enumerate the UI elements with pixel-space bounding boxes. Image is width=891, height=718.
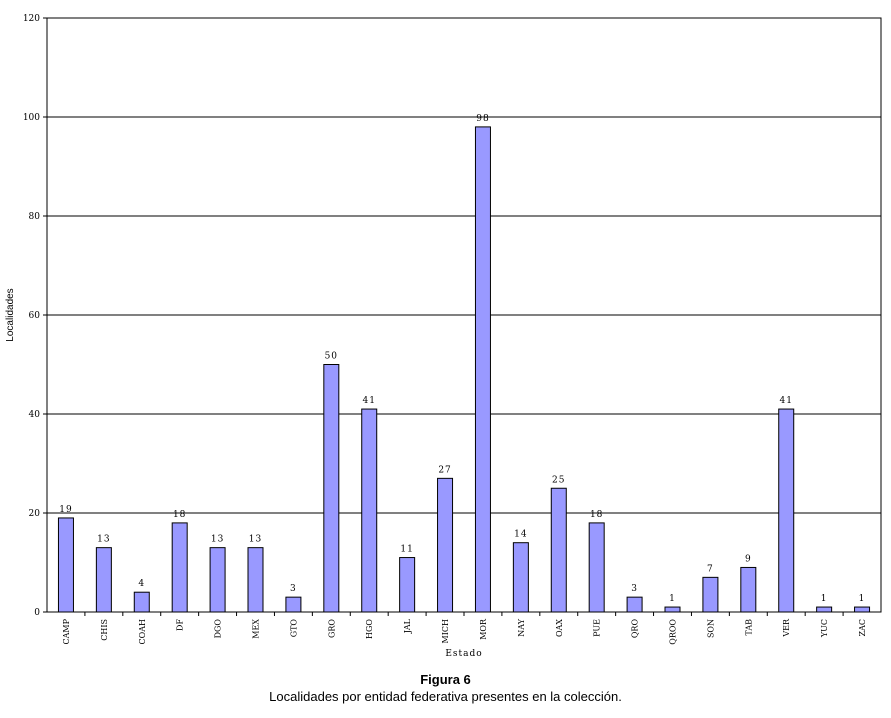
bar — [550, 487, 567, 613]
bar — [361, 408, 378, 613]
data-label: 7 — [707, 564, 714, 574]
data-label: 41 — [363, 396, 376, 406]
axes — [43, 17, 882, 616]
data-label: 18 — [590, 510, 603, 520]
data-label: 1 — [669, 594, 676, 604]
bar — [399, 557, 416, 613]
data-label: 3 — [290, 584, 297, 594]
x-tick-label: HGO — [365, 619, 374, 639]
data-label: 11 — [400, 545, 413, 555]
y-tick-label: 120 — [23, 14, 40, 24]
data-label: 14 — [514, 530, 527, 540]
x-tick-label: COAH — [138, 619, 147, 644]
x-tick-label: GRO — [327, 619, 336, 638]
x-tick-label: JAL — [403, 618, 412, 634]
x-tick-label: CHIS — [100, 619, 109, 641]
y-tick-label: 0 — [34, 608, 40, 618]
data-label: 50 — [325, 352, 338, 362]
y-axis-label: Localidades — [5, 288, 16, 341]
x-tick-label: MICH — [441, 619, 450, 643]
bar — [512, 542, 529, 613]
bar — [247, 547, 264, 613]
y-tick-label: 20 — [29, 509, 41, 519]
data-label: 25 — [552, 475, 565, 485]
bar — [626, 596, 643, 613]
data-label: 13 — [97, 535, 110, 545]
x-tick-label: QROO — [669, 619, 678, 645]
bar — [209, 547, 226, 613]
chart-labels: 02040608010012019CAMP13CHIS4COAH18DF13DG… — [5, 14, 867, 659]
x-tick-label: GTO — [289, 619, 298, 638]
bar — [664, 606, 681, 613]
data-label: 9 — [745, 554, 752, 564]
x-tick-label: ZAC — [858, 619, 867, 636]
bar — [778, 408, 795, 613]
x-tick-label: SON — [706, 619, 715, 638]
bar — [133, 591, 150, 613]
data-label: 3 — [631, 584, 638, 594]
bar — [588, 522, 605, 613]
data-label: 1 — [821, 594, 828, 604]
x-tick-label: MOR — [479, 618, 488, 640]
bar — [854, 606, 871, 613]
figure-title: Figura 6 — [420, 672, 471, 687]
y-tick-label: 100 — [23, 113, 40, 123]
y-tick-label: 60 — [29, 311, 41, 321]
y-tick-label: 40 — [29, 410, 41, 420]
bar — [437, 477, 454, 613]
data-label: 13 — [249, 535, 262, 545]
data-label: 18 — [173, 510, 186, 520]
data-label: 41 — [780, 396, 793, 406]
x-tick-label: QRO — [631, 619, 640, 639]
bar — [702, 576, 719, 613]
bar — [323, 364, 340, 613]
x-tick-label: YUC — [820, 619, 829, 638]
x-tick-label: OAX — [555, 619, 564, 637]
x-tick-label: MEX — [252, 619, 261, 639]
data-label: 1 — [859, 594, 866, 604]
x-tick-label: PUE — [593, 619, 602, 637]
bars — [57, 126, 871, 613]
bar — [285, 596, 302, 613]
gridlines — [47, 116, 881, 514]
bar — [95, 547, 112, 613]
data-label: 27 — [438, 465, 451, 475]
x-tick-label: VER — [782, 618, 791, 638]
data-label: 4 — [138, 579, 145, 589]
bar — [816, 606, 833, 613]
figure-caption: Localidades por entidad federativa prese… — [269, 689, 622, 704]
bar — [57, 517, 74, 613]
x-tick-label: DGO — [214, 619, 223, 639]
x-axis-label: Estado — [445, 649, 482, 659]
x-tick-label: CAMP — [62, 618, 71, 644]
x-tick-label: NAY — [517, 618, 526, 636]
bar — [474, 126, 491, 613]
data-label: 98 — [476, 114, 489, 124]
data-label: 13 — [211, 535, 224, 545]
x-tick-label: TAB — [744, 619, 753, 636]
bar — [171, 522, 188, 613]
data-label: 19 — [59, 505, 72, 515]
y-tick-label: 80 — [29, 212, 41, 222]
bar — [740, 566, 757, 613]
x-tick-label: DF — [176, 619, 185, 631]
